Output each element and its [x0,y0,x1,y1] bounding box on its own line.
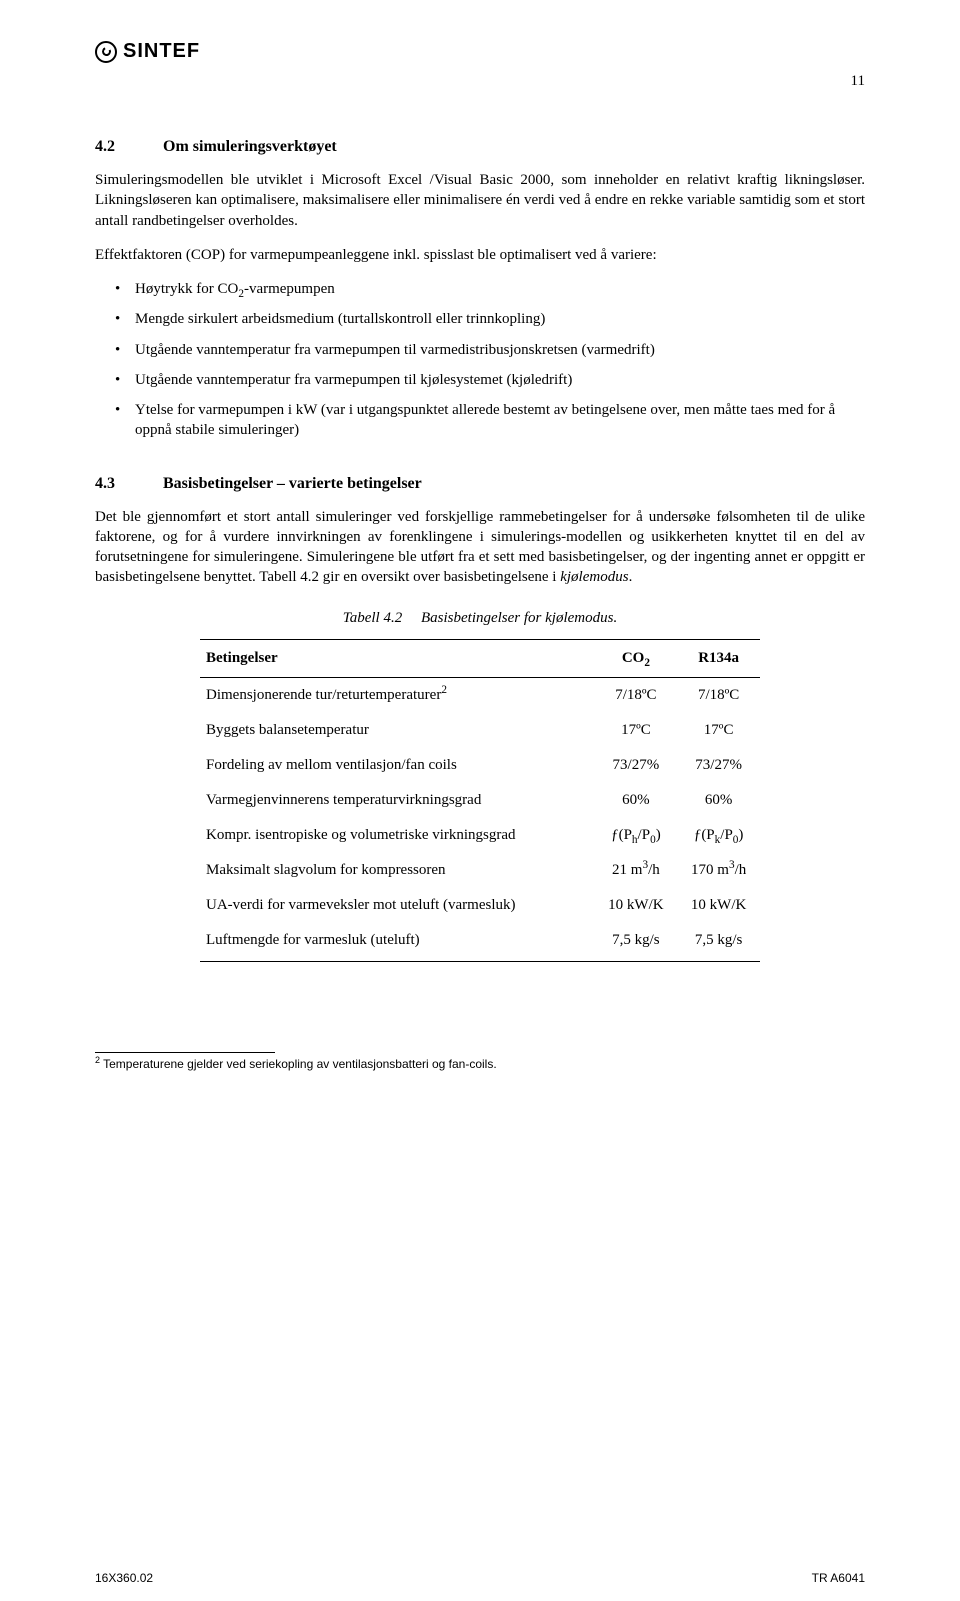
table-row: Maksimalt slagvolum for kompressoren21 m… [200,853,760,888]
table-row: Kompr. isentropiske og volumetriske virk… [200,818,760,853]
table-row: UA-verdi for varmeveksler mot uteluft (v… [200,888,760,923]
table-header: Betingelser [200,639,595,677]
table-cell: 73/27% [595,748,678,783]
list-item: Utgående vanntemperatur fra varmepumpen … [95,340,865,360]
heading-title: Om simuleringsverktøyet [163,138,337,156]
table-cell: Byggets balansetemperatur [200,713,595,748]
heading-number: 4.2 [95,138,131,156]
logo: SINTEF [95,40,865,63]
paragraph: Simuleringsmodellen ble utviklet i Micro… [95,170,865,231]
table-cell: Luftmengde for varmesluk (uteluft) [200,923,595,962]
table-row: Dimensjonerende tur/returtemperaturer27/… [200,677,760,713]
table-cell: 73/27% [677,748,760,783]
table-cell: Kompr. isentropiske og volumetriske virk… [200,818,595,853]
table-cell: Fordeling av mellom ventilasjon/fan coil… [200,748,595,783]
table-cell: 60% [595,783,678,818]
table-cell: 21 m3/h [595,853,678,888]
table-row: Byggets balansetemperatur17ºC17ºC [200,713,760,748]
list-item: Høytrykk for CO2-varmepumpen [95,279,865,299]
paragraph: Det ble gjennomført et stort antall simu… [95,507,865,588]
heading-title: Basisbetingelser – varierte betingelser [163,475,422,493]
table-cell: ƒ(Pk/P0) [677,818,760,853]
logo-icon [95,41,117,63]
table-cell: 10 kW/K [595,888,678,923]
table-cell: 10 kW/K [677,888,760,923]
footnote-rule [95,1052,275,1053]
page-number: 11 [95,73,865,90]
table-header: CO2 [595,639,678,677]
list-item: Ytelse for varmepumpen i kW (var i utgan… [95,400,865,441]
table-cell: 7/18ºC [677,677,760,713]
table-cell: 17ºC [595,713,678,748]
table-cell: 60% [677,783,760,818]
table-cell: UA-verdi for varmeveksler mot uteluft (v… [200,888,595,923]
footer: 16X360.02 TR A6041 [95,1571,865,1585]
table-cell: 17ºC [677,713,760,748]
list-item: Utgående vanntemperatur fra varmepumpen … [95,370,865,390]
table-cell: ƒ(Ph/P0) [595,818,678,853]
table-caption: Tabell 4.2 Basisbetingelser for kjølemod… [95,610,865,627]
table-header: R134a [677,639,760,677]
heading-4-3: 4.3 Basisbetingelser – varierte betingel… [95,475,865,493]
list-item: Mengde sirkulert arbeidsmedium (turtalls… [95,309,865,329]
footer-left: 16X360.02 [95,1571,153,1585]
table-cell: Varmegjenvinnerens temperaturvirkningsgr… [200,783,595,818]
paragraph: Effektfaktoren (COP) for varmepumpeanleg… [95,245,865,265]
table-cell: 7,5 kg/s [595,923,678,962]
table-cell: 170 m3/h [677,853,760,888]
heading-number: 4.3 [95,475,131,493]
table-cell: 7/18ºC [595,677,678,713]
table-cell: 7,5 kg/s [677,923,760,962]
table-row: Fordeling av mellom ventilasjon/fan coil… [200,748,760,783]
bullet-list: Høytrykk for CO2-varmepumpen Mengde sirk… [95,279,865,441]
conditions-table: Betingelser CO2 R134a Dimensjonerende tu… [200,639,760,962]
logo-text: SINTEF [123,40,200,63]
table-row: Varmegjenvinnerens temperaturvirkningsgr… [200,783,760,818]
table-cell: Dimensjonerende tur/returtemperaturer2 [200,677,595,713]
footer-right: TR A6041 [812,1571,865,1585]
heading-4-2: 4.2 Om simuleringsverktøyet [95,138,865,156]
footnote: 2 Temperaturene gjelder ved seriekopling… [95,1057,865,1071]
table-row: Luftmengde for varmesluk (uteluft)7,5 kg… [200,923,760,962]
table-cell: Maksimalt slagvolum for kompressoren [200,853,595,888]
